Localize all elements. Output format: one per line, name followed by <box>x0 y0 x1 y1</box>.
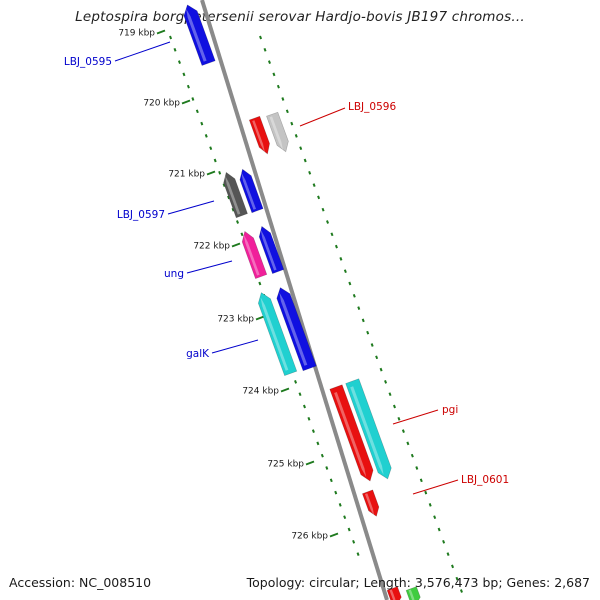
kbp-label: 724 kbp <box>242 387 279 397</box>
right-tick-row <box>259 35 463 593</box>
kbp-label: 725 kbp <box>267 460 304 470</box>
gene-shape[interactable] <box>258 225 285 274</box>
kbp-major-tick <box>231 242 241 248</box>
gene-arrow[interactable] <box>345 378 392 480</box>
gene-highlight <box>243 234 260 276</box>
gene-highlight <box>224 175 241 215</box>
gene-highlight <box>260 297 289 371</box>
gene-label-group[interactable]: LBJ_0596 <box>299 101 396 127</box>
gene-label[interactable]: LBJ_0596 <box>348 101 396 113</box>
kbp-label: 721 kbp <box>168 170 205 180</box>
gene-arrow[interactable] <box>258 225 285 274</box>
gene-label-group[interactable]: pgi <box>392 404 458 425</box>
gene-arrow[interactable] <box>183 4 216 66</box>
gene-highlight <box>408 589 415 600</box>
gene-shape[interactable] <box>276 287 317 372</box>
kbp-label: 720 kbp <box>143 99 180 109</box>
gene-shape[interactable] <box>248 115 270 155</box>
gene-shape[interactable] <box>386 586 402 600</box>
gene-highlight <box>334 392 367 478</box>
gene-leader-line <box>167 200 215 215</box>
gene-arrow[interactable] <box>276 287 317 372</box>
kbp-major-tick <box>329 532 339 538</box>
gene-shape[interactable] <box>257 292 298 376</box>
chromosome-backbone <box>200 0 389 600</box>
gene-arrow[interactable] <box>248 115 270 155</box>
gene-label[interactable]: pgi <box>442 404 458 416</box>
gene-shape[interactable] <box>241 230 268 279</box>
kbp-label: 719 kbp <box>118 29 155 39</box>
gene-leader-line <box>114 41 171 62</box>
gene-shape[interactable] <box>266 111 289 153</box>
gene-arrow[interactable] <box>239 168 264 214</box>
gene-label[interactable]: LBJ_0601 <box>461 474 509 486</box>
gene-highlight <box>365 493 375 516</box>
gene-label-group[interactable]: LBJ_0597 <box>117 200 215 221</box>
gene-shape[interactable] <box>362 489 380 517</box>
gene-shape[interactable] <box>345 378 392 480</box>
kbp-major-tick <box>255 315 265 321</box>
gene-shape[interactable] <box>239 168 264 214</box>
kbp-label: 723 kbp <box>217 315 254 325</box>
gene-highlight <box>252 120 265 153</box>
gene-label[interactable]: LBJ_0595 <box>64 56 112 68</box>
kbp-major-tick <box>280 387 290 393</box>
gene-highlight <box>241 172 256 210</box>
accession-text: Accession: NC_008510 <box>9 575 152 590</box>
gene-leader-line <box>299 107 346 127</box>
gene-label[interactable]: ung <box>164 268 184 280</box>
gene-arrow[interactable] <box>266 111 289 153</box>
genome-summary-text: Topology: circular; Length: 3,576,473 bp… <box>246 575 590 590</box>
kbp-major-tick <box>156 29 166 35</box>
gene-arrow[interactable] <box>241 230 268 279</box>
gene-label-group[interactable]: galK <box>186 339 259 360</box>
kbp-major-tick <box>206 170 216 176</box>
gene-highlight <box>350 386 384 475</box>
gene-highlight <box>269 116 284 151</box>
gene-arrow[interactable] <box>257 292 298 376</box>
gene-leader-line <box>392 409 439 425</box>
kbp-label: 726 kbp <box>291 532 328 542</box>
gene-label-group[interactable]: LBJ_0595 <box>64 41 171 68</box>
kbp-label: 722 kbp <box>193 242 230 252</box>
gene-label[interactable]: galK <box>186 348 210 360</box>
gene-label-group[interactable]: LBJ_0601 <box>412 474 509 495</box>
gene-shape[interactable] <box>183 4 216 66</box>
kbp-major-tick <box>181 99 191 105</box>
gene-highlight <box>260 229 277 271</box>
gene-arrow[interactable] <box>362 489 380 517</box>
gene-label-group[interactable]: ung <box>164 260 233 280</box>
gene-arrow[interactable] <box>223 171 248 219</box>
kbp-major-tick <box>305 460 315 466</box>
gene-shape[interactable] <box>223 171 248 219</box>
gene-arrow[interactable] <box>386 586 402 600</box>
gene-highlight <box>186 8 207 62</box>
gene-leader-line <box>211 339 259 354</box>
gene-leader-line <box>186 260 233 274</box>
gene-arrow[interactable] <box>405 586 421 600</box>
gene-label[interactable]: LBJ_0597 <box>117 209 165 221</box>
gene-shape[interactable] <box>329 384 374 482</box>
gene-highlight <box>389 589 396 600</box>
gene-shape[interactable] <box>405 586 421 600</box>
gene-arrow[interactable] <box>329 384 374 482</box>
gene-leader-line <box>412 479 459 495</box>
gene-highlight <box>279 292 308 366</box>
